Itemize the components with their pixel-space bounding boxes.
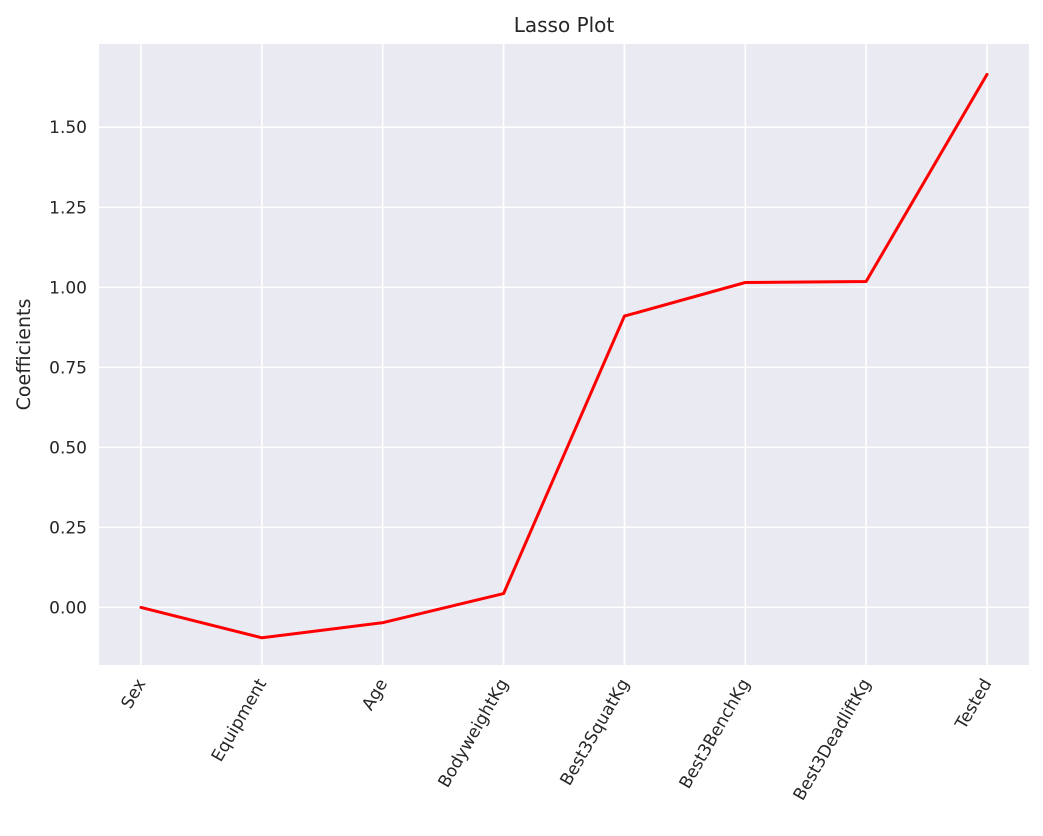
chart-title: Lasso Plot — [514, 13, 615, 37]
y-tick-label: 1.00 — [49, 278, 87, 298]
x-tick-label: Age — [358, 676, 392, 714]
x-tick-label: Best3SquatKg — [557, 676, 634, 790]
y-tick-label: 0.00 — [49, 598, 87, 618]
y-tick-label: 1.25 — [49, 198, 87, 218]
y-tick-labels: 0.00 0.25 0.50 0.75 1.00 1.25 1.50 — [49, 118, 87, 618]
x-tick-label: Best3BenchKg — [676, 676, 755, 793]
x-tick-label: Equipment — [208, 675, 272, 765]
y-tick-label: 1.50 — [49, 118, 87, 138]
y-tick-label: 0.50 — [49, 438, 87, 458]
series-layer — [139, 72, 989, 640]
x-tick-labels: Sex Equipment Age BodyweightKg Best3SquatKg B… — [118, 675, 997, 804]
x-tick-label: BodyweightKg — [434, 676, 512, 792]
grid-lines — [99, 44, 1029, 665]
y-tick-label: 0.25 — [49, 518, 87, 538]
x-tick-label: Tested — [951, 676, 996, 734]
x-tick-label: Sex — [118, 676, 151, 713]
x-tick-label: Best3DeadliftKg — [790, 676, 876, 805]
plot-area — [99, 44, 1029, 665]
y-axis-label: Coefficients — [13, 299, 35, 411]
series-line — [139, 72, 989, 640]
y-tick-label: 0.75 — [49, 358, 87, 378]
